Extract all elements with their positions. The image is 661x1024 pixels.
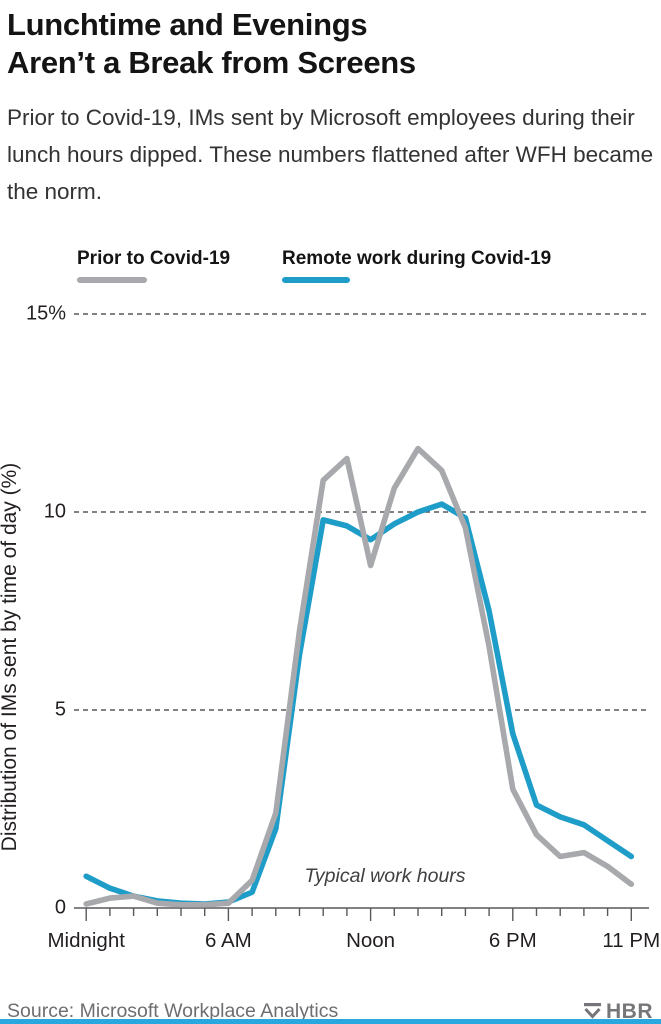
y-tick-label: 10 xyxy=(43,500,66,523)
legend-label: Remote work during Covid-19 xyxy=(282,248,552,269)
y-tick-label: 15% xyxy=(25,302,66,325)
source-note: Source: Microsoft Workplace Analytics xyxy=(7,1000,339,1022)
typical-work-hours-annotation: Typical work hours xyxy=(304,865,466,887)
title-line-2: Aren’t a Break from Screens xyxy=(7,45,416,80)
brand-accent-bar xyxy=(0,1019,661,1024)
chart-subtitle: Prior to Covid-19, IMs sent by Microsoft… xyxy=(7,105,654,204)
y-axis-title: Distribution of IMs sent by time of day … xyxy=(0,462,21,852)
x-tick-label: 6 PM xyxy=(488,929,537,952)
x-tick-label: Noon xyxy=(346,929,396,952)
line-chart-plot xyxy=(74,313,649,921)
y-tick-label: 0 xyxy=(54,896,66,919)
hbr-shield-icon xyxy=(584,1003,601,1019)
page-title: Lunchtime and Evenings Aren’t a Break fr… xyxy=(7,6,416,82)
x-tick-label: 6 AM xyxy=(205,929,252,952)
x-tick-label: 11 PM xyxy=(602,929,661,952)
y-tick-label: 5 xyxy=(54,698,66,721)
x-tick-label: Midnight xyxy=(47,929,125,952)
legend-swatch-gray xyxy=(77,277,147,283)
legend-swatch-blue xyxy=(282,277,350,283)
hbr-logo-text: HBR xyxy=(606,1000,653,1023)
title-line-1: Lunchtime and Evenings xyxy=(7,7,368,42)
legend-item-remote-covid: Remote work during Covid-19 xyxy=(282,248,551,283)
hbr-logo: HBR xyxy=(583,1000,653,1024)
legend-item-prior-covid: Prior to Covid-19 xyxy=(77,248,230,283)
chart-legend: Prior to Covid-19 Remote work during Cov… xyxy=(0,248,661,292)
legend-label: Prior to Covid-19 xyxy=(77,248,231,269)
line-prior-to-covid-19 xyxy=(83,445,635,908)
